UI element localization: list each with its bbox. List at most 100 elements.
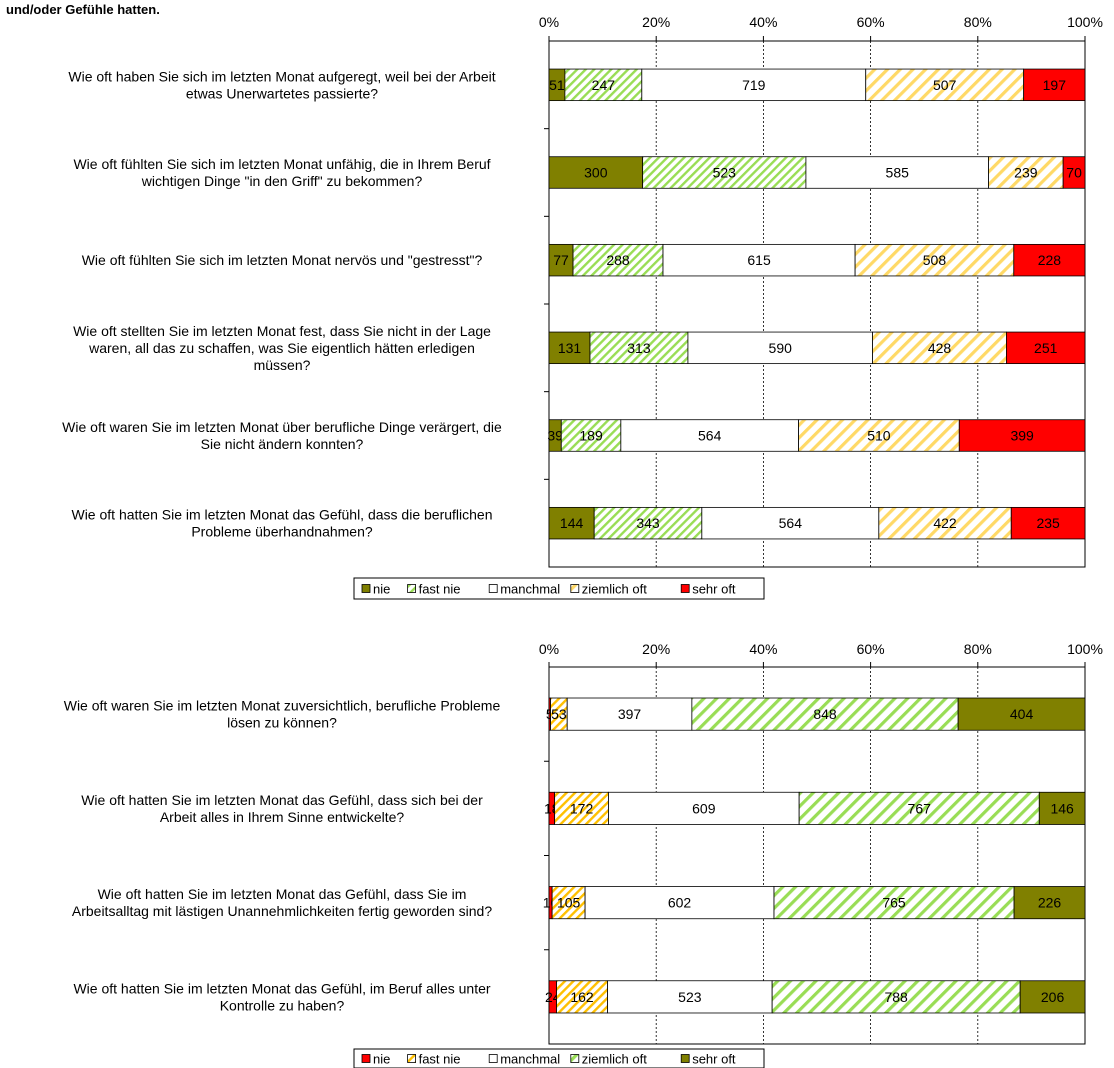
data-label: 404 — [1010, 706, 1034, 722]
data-label: 564 — [698, 428, 722, 444]
bar-segment-manchmal — [584, 886, 775, 920]
bar-segment-sehr-oft — [958, 419, 1086, 452]
legend-box — [353, 1048, 765, 1068]
category-label: Wie oft stellten Sie im letzten Monat fe… — [73, 323, 491, 373]
data-label: 313 — [627, 340, 651, 356]
bar-segment-sehr-oft — [1038, 791, 1086, 825]
data-label: 788 — [884, 989, 908, 1005]
category-label: Wie oft fühlten Sie sich im letzten Mona… — [73, 156, 490, 189]
bar-segment-ziemlich-oft — [798, 419, 960, 452]
x-tick-label: 20% — [642, 14, 670, 30]
bar-segment-fast-nie — [554, 791, 609, 825]
bar-segment-nie — [548, 331, 591, 365]
bar-segment-fast-nie — [572, 243, 664, 277]
data-label: 300 — [584, 165, 608, 181]
bar-segment-nie — [548, 506, 595, 540]
data-label: 397 — [618, 706, 642, 722]
data-label: 288 — [606, 252, 630, 268]
legend-swatch-ziemlich-oft — [570, 1054, 580, 1063]
x-tick-label: 0% — [539, 14, 559, 30]
legend-label-nie: nie — [373, 582, 390, 597]
data-label: 39 — [547, 428, 563, 444]
bar-segment-fast-nie — [589, 331, 689, 365]
bar-segment-ziemlich-oft — [854, 243, 1015, 277]
data-label: 615 — [747, 252, 771, 268]
bar-segment-sehr-oft — [1006, 331, 1086, 365]
legend-label-manchmal: manchmal — [500, 582, 560, 597]
bar-segment-manchmal — [687, 331, 873, 365]
bar-segment-sehr-oft — [1010, 506, 1086, 540]
data-label: 131 — [558, 340, 582, 356]
category-label: Wie oft hatten Sie im letzten Monat das … — [71, 507, 492, 540]
bar-segment-manchmal — [662, 243, 856, 277]
x-tick-label: 0% — [539, 641, 559, 657]
data-label: 602 — [668, 895, 692, 911]
legend-swatch-nie — [361, 1054, 371, 1063]
category-label: Wie oft waren Sie im letzten Monat zuver… — [64, 698, 501, 731]
category-label: Wie oft hatten Sie im letzten Monat das … — [72, 886, 492, 919]
category-label: Wie oft fühlten Sie sich im letzten Mona… — [82, 252, 483, 268]
legend-label-sehr-oft: sehr oft — [692, 1052, 736, 1067]
legend-swatch-manchmal — [488, 1054, 498, 1063]
category-label: Wie oft hatten Sie im letzten Monat das … — [81, 792, 483, 825]
legend-swatch-sehr-oft — [680, 1054, 690, 1063]
bar-segment-sehr-oft — [1013, 243, 1086, 277]
legend-label-fast-nie: fast nie — [419, 1052, 461, 1067]
data-label: 523 — [713, 165, 737, 181]
data-label: 251 — [1034, 340, 1058, 356]
x-tick-label: 100% — [1067, 641, 1103, 657]
data-label: 144 — [560, 515, 584, 531]
data-label: 765 — [882, 895, 906, 911]
data-label: 146 — [1050, 800, 1074, 816]
legend-label-sehr-oft: sehr oft — [692, 582, 736, 597]
data-label: 523 — [678, 989, 702, 1005]
bar-segment-fast-nie — [564, 68, 643, 102]
legend-box — [353, 577, 765, 600]
category-label: Wie oft haben Sie sich im letzten Monat … — [68, 68, 495, 101]
data-label: 70 — [1066, 165, 1082, 181]
legend-label-ziemlich-oft: ziemlich oft — [582, 582, 647, 597]
data-label: 172 — [570, 800, 594, 816]
x-tick-label: 60% — [857, 641, 885, 657]
bar-segment-ziemlich-oft — [691, 697, 959, 731]
plot-area — [548, 40, 1086, 568]
data-label: 189 — [579, 428, 603, 444]
bar-segment-fast-nie — [560, 419, 622, 452]
chart-header-text: und/oder Gefühle hatten. — [6, 2, 160, 17]
data-label: 507 — [933, 77, 957, 93]
bar-segment-sehr-oft — [1062, 156, 1086, 189]
x-tick-label: 100% — [1067, 14, 1103, 30]
data-label: 767 — [908, 800, 932, 816]
data-label: 197 — [1043, 77, 1067, 93]
legend-label-manchmal: manchmal — [500, 1052, 560, 1067]
legend-label-nie: nie — [373, 1052, 390, 1067]
data-label: 508 — [923, 252, 947, 268]
bar-segment-fast-nie — [556, 980, 608, 1014]
chart-2: 0% 20% 40% 60% 80% 100% 553 397 848 404 Wie oft wa… — [64, 641, 1103, 1068]
data-label: 239 — [1014, 165, 1038, 181]
x-tick-label: 60% — [857, 14, 885, 30]
data-label: 719 — [742, 77, 766, 93]
data-label: 564 — [779, 515, 803, 531]
data-label: 590 — [769, 340, 793, 356]
data-label: 428 — [928, 340, 952, 356]
legend-swatch-fast-nie — [407, 584, 417, 593]
x-tick-label: 40% — [749, 14, 777, 30]
chart-1: 0% 20% 40% 60% 80% 100% 51 247 719 507 197 Wie oft … — [62, 14, 1103, 600]
data-label: 105 — [557, 895, 581, 911]
legend-swatch-fast-nie — [407, 1054, 417, 1063]
legend-swatch-ziemlich-oft — [570, 584, 580, 593]
data-label: 51 — [549, 77, 565, 93]
bar-segment-ziemlich-oft — [988, 156, 1064, 189]
legend-swatch-nie — [361, 584, 371, 593]
bar-segment-sehr-oft — [1019, 980, 1086, 1014]
bar-segment-manchmal — [641, 68, 867, 102]
data-label: 53 — [551, 706, 567, 722]
bar-segment-sehr-oft — [1013, 886, 1086, 920]
category-label: Wie oft waren Sie im letzten Monat über … — [62, 419, 502, 452]
data-label: 162 — [570, 989, 594, 1005]
legend-swatch-manchmal — [488, 584, 498, 593]
bar-segment-ziemlich-oft — [773, 886, 1015, 920]
x-tick-label: 40% — [749, 641, 777, 657]
